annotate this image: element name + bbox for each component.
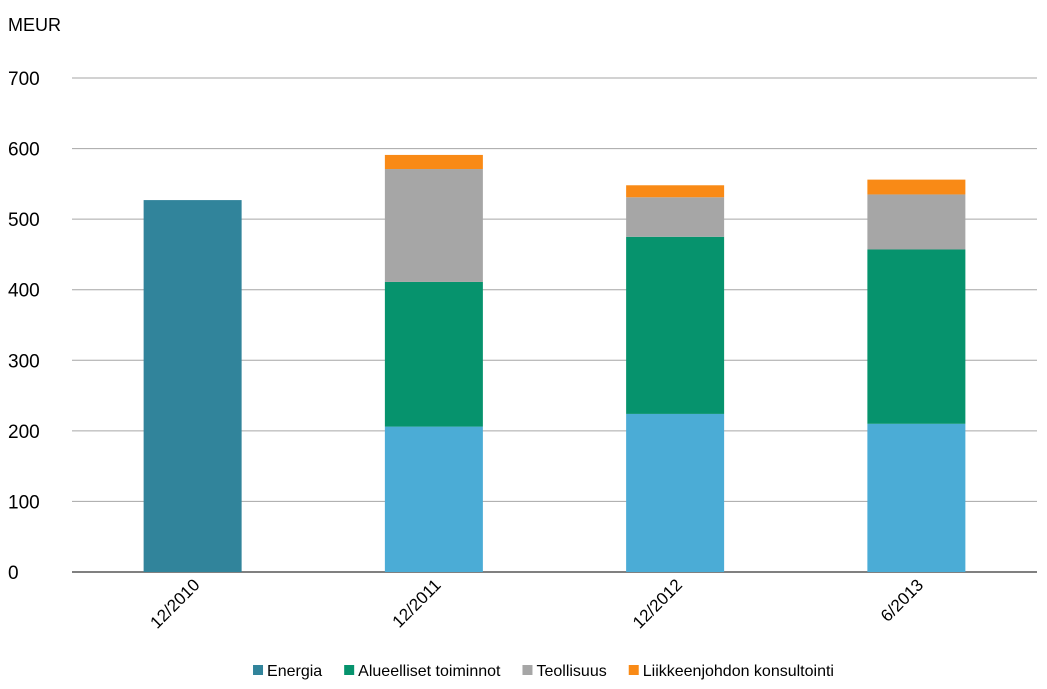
bar-segment xyxy=(384,154,483,170)
x-tick-label: 12/2011 xyxy=(389,575,445,631)
bar-segment xyxy=(384,281,483,427)
y-tick-label: 0 xyxy=(8,563,19,584)
legend-label: Energia xyxy=(267,663,322,680)
bars xyxy=(143,154,966,573)
y-axis-unit-label: MEUR xyxy=(8,15,61,35)
bar-segment xyxy=(867,194,966,250)
legend-swatch xyxy=(344,665,355,675)
legend-swatch xyxy=(522,665,533,675)
bar-segment xyxy=(626,413,725,572)
y-tick-label: 100 xyxy=(8,492,40,513)
x-tick-label: 12/2010 xyxy=(147,575,204,632)
legend-label: Liikkeenjohdon konsultointi xyxy=(643,663,834,680)
legend-swatch xyxy=(628,665,639,675)
bar-segment xyxy=(384,426,483,572)
legend: Energia Alueelliset toiminnot Teollisuus Li… xyxy=(253,663,834,680)
bar-segment xyxy=(626,236,725,414)
y-tick-label: 300 xyxy=(8,351,40,372)
x-tick-label: 6/2013 xyxy=(877,575,927,625)
legend-label: Alueelliset toiminnot xyxy=(358,663,501,680)
y-tick-label: 500 xyxy=(8,210,40,231)
x-axis-labels: 12/2010 12/2011 12/2012 6/2013 xyxy=(147,575,928,632)
y-axis-ticks: 0 100 200 300 400 500 600 700 xyxy=(8,69,40,584)
bar-segment xyxy=(867,179,966,195)
x-tick-label: 12/2012 xyxy=(629,575,686,632)
y-tick-label: 700 xyxy=(8,69,40,90)
bar-segment xyxy=(867,423,966,572)
bar-segment xyxy=(867,249,966,424)
bar-segment xyxy=(626,197,725,237)
y-tick-label: 200 xyxy=(8,422,40,443)
bar-segment xyxy=(143,200,242,573)
y-tick-label: 600 xyxy=(8,140,40,161)
bar-segment xyxy=(626,185,725,198)
legend-label: Teollisuus xyxy=(536,663,606,680)
bar-segment xyxy=(384,169,483,282)
y-tick-label: 400 xyxy=(8,281,40,302)
legend-swatch xyxy=(253,665,264,675)
